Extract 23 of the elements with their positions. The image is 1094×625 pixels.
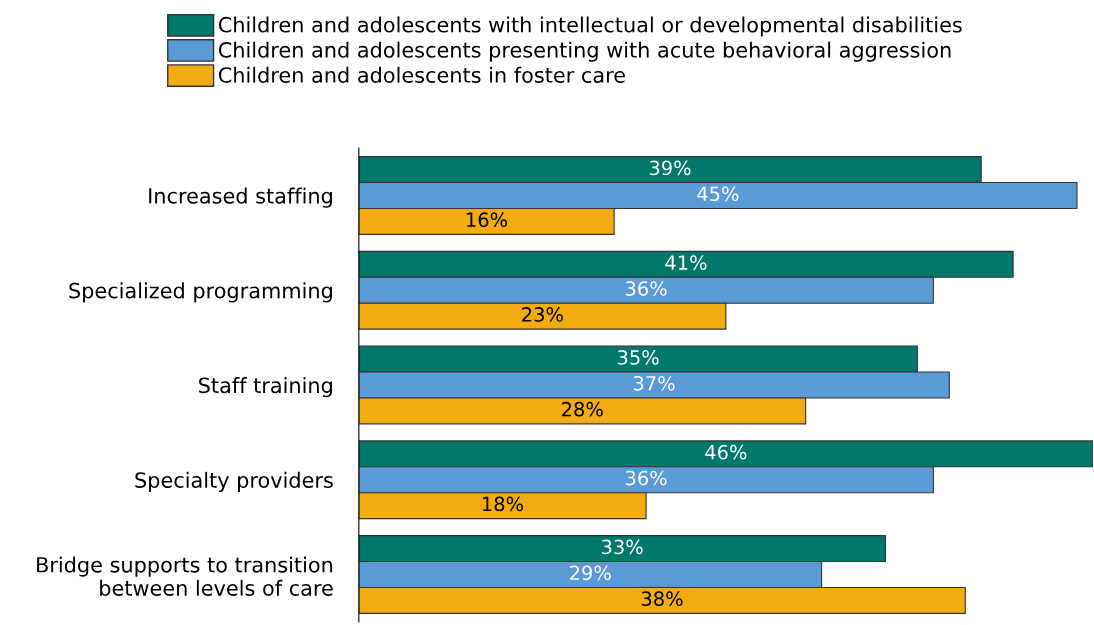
data-label: 33% [602,539,643,555]
data-label: 28% [562,401,603,417]
y-tick-label: Staff training [199,377,332,398]
data-label: 36% [625,281,667,296]
data-label: 23% [522,307,563,322]
legend-label: Children and adolescents presenting with acute behavioral aggression [218,41,951,62]
data-label: 41% [665,255,707,270]
y-tick-label: Specialized programming [69,282,332,303]
legend-label: Children and adolescents in foster care [218,66,625,83]
data-label: 18% [482,496,523,512]
data-label: 45% [697,186,739,202]
legend-label: Children and adolescents with intellectual or developmental disabilities [218,16,962,37]
y-tick-label: Specialty providers [135,471,333,492]
y-tick-label: Bridge supports to transition between levels of care [37,556,333,596]
data-label: 38% [641,591,683,607]
data-label: 36% [625,470,667,486]
data-label: 39% [649,160,691,176]
data-label: 35% [617,350,659,365]
data-label: 37% [633,375,675,391]
y-tick-label: Increased staffing [149,187,332,208]
data-label: 46% [705,444,747,460]
data-label: 16% [467,212,508,228]
data-label: 29% [570,565,611,581]
